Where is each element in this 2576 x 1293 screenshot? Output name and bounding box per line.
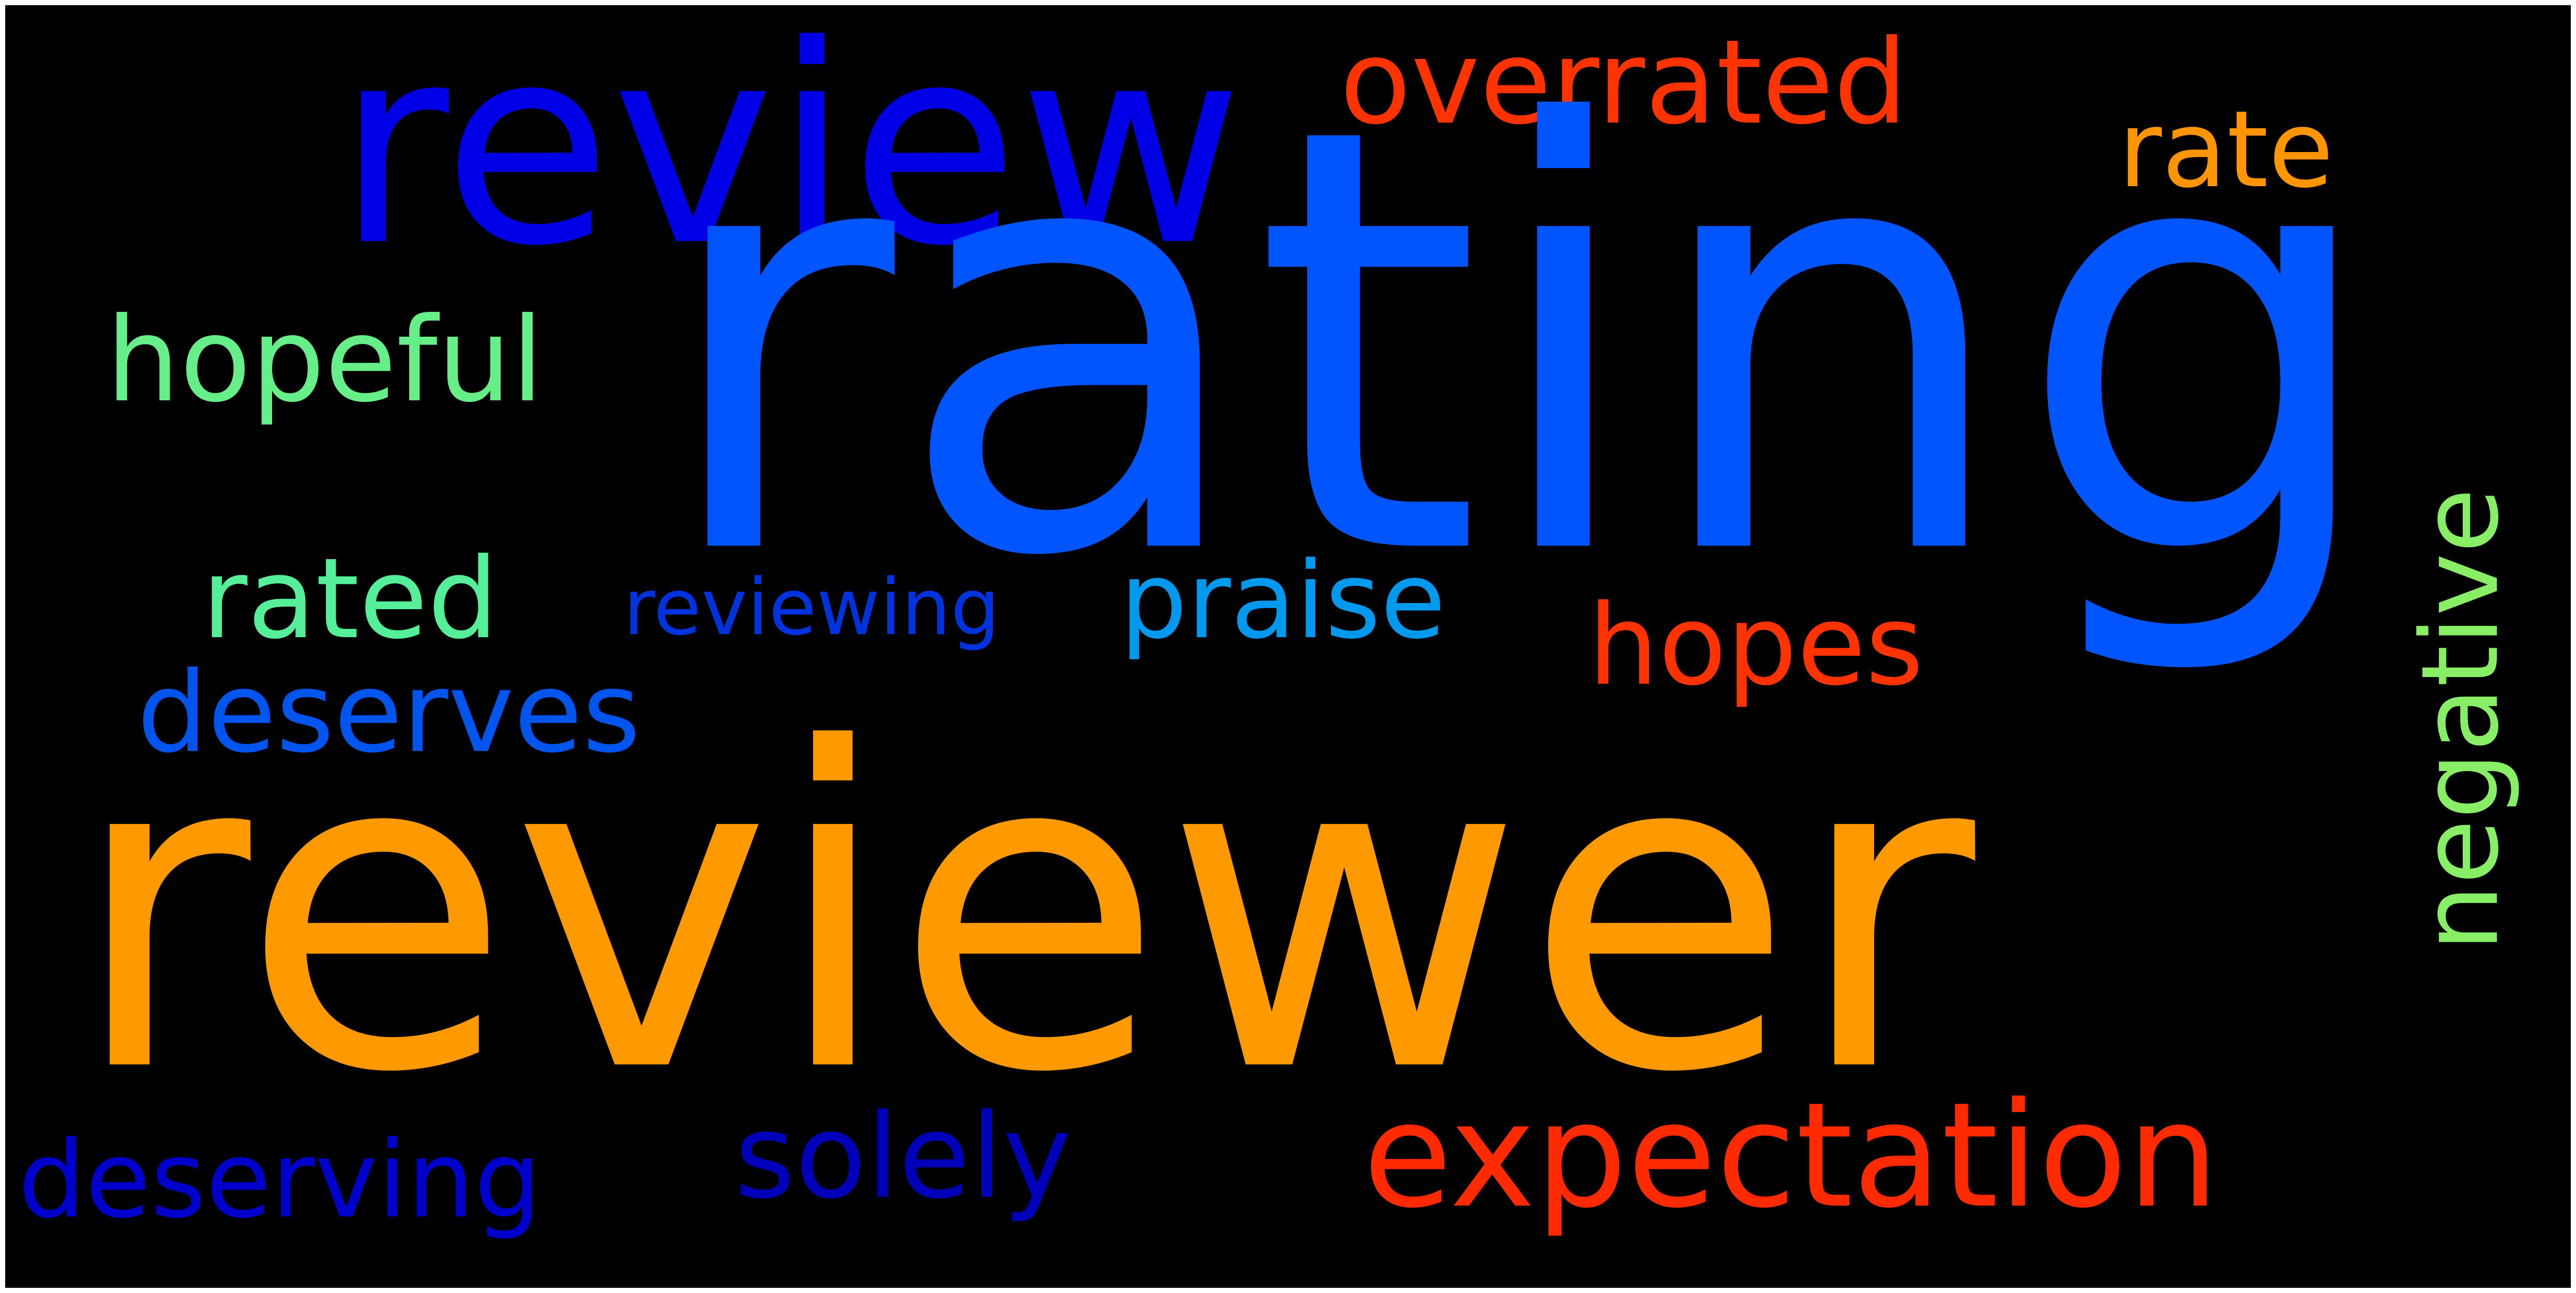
word-cloud-canvas: review overrated rate rating hopeful neg… [5,5,2571,1288]
word-review: review [336,5,1243,306]
word-praise: praise [1120,539,1446,663]
word-reviewing: reviewing [623,563,1000,653]
word-deserves: deserves [137,648,640,777]
word-deserving: deserving [18,1119,542,1242]
word-rating: rating [654,5,2386,684]
word-hopeful: hopeful [106,293,544,428]
word-rate: rate [2118,88,2334,212]
word-solely: solely [735,1089,1072,1225]
word-hopes: hopes [1588,580,1924,710]
word-expectation: expectation [1363,1072,2219,1240]
word-negative: negative [2399,488,2522,952]
word-overrated: overrated [1340,15,1908,151]
word-rated: rated [202,534,499,664]
word-reviewer: reviewer [70,657,1975,1168]
